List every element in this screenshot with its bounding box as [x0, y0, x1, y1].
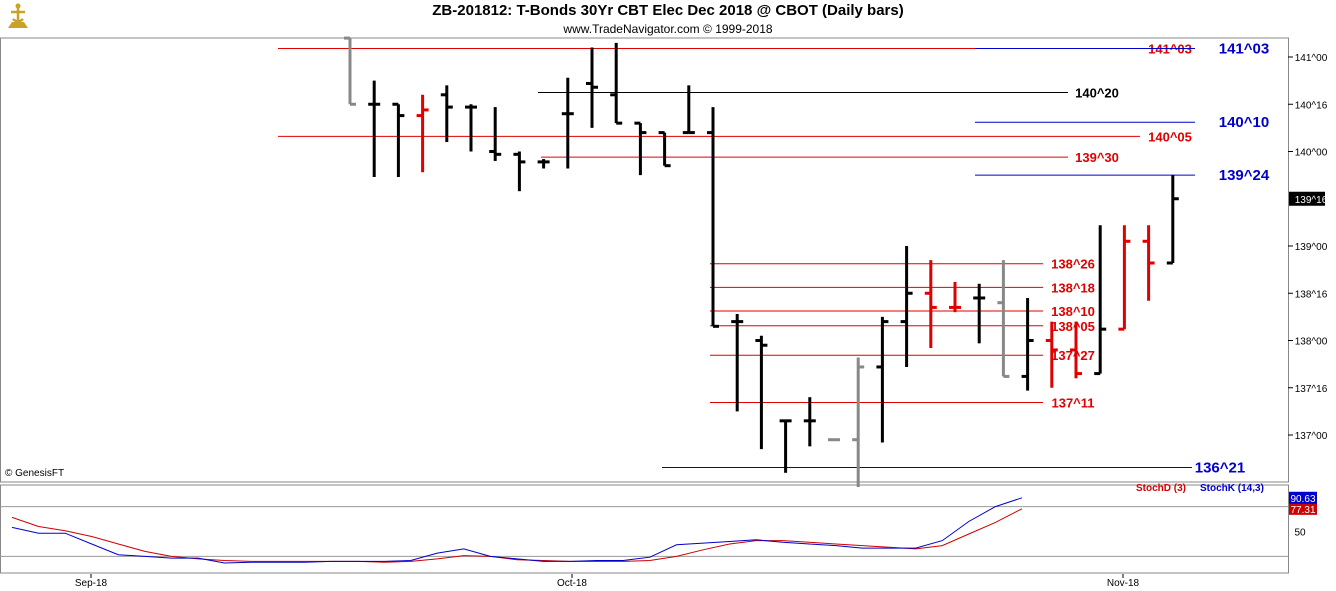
- level-label: 140^10: [1219, 114, 1269, 131]
- level-label: 140^20: [1075, 85, 1119, 100]
- y-tick-label: 138^16: [1295, 289, 1328, 300]
- level-label: 137^11: [1051, 395, 1094, 410]
- ohlc-bar: [973, 283, 986, 344]
- ohlc-bar: [537, 159, 550, 169]
- y-tick-label: 139^00: [1295, 242, 1328, 253]
- ohlc-bar: [755, 335, 768, 450]
- ohlc-bar: [610, 42, 623, 125]
- price-panel: [0, 37, 1289, 483]
- y-tick-label: 138^00: [1295, 337, 1328, 348]
- level-label: 140^05: [1148, 129, 1192, 144]
- ohlc-bar: [440, 85, 453, 143]
- level-label: 136^21: [1195, 460, 1245, 477]
- stoch-d-line: [11, 508, 1023, 563]
- y-tick-label: 137^00: [1295, 431, 1328, 442]
- level-label: 138^10: [1051, 304, 1095, 319]
- ohlc-bar: [513, 151, 526, 192]
- ohlc-bar: [682, 85, 695, 135]
- ohlc-bar: [1070, 321, 1082, 379]
- x-tick-label: Sep-18: [75, 578, 108, 589]
- level-label: 138^26: [1051, 257, 1095, 272]
- level-label: 138^05: [1051, 319, 1095, 334]
- ohlc-bar: [416, 94, 429, 173]
- ohlc-bar: [852, 357, 865, 487]
- ohlc-bar: [707, 107, 719, 328]
- ohlc-bar: [779, 419, 792, 473]
- ohlc-bar: [489, 107, 502, 161]
- x-tick-label: Oct-18: [557, 578, 587, 589]
- ohlc-bar: [1094, 225, 1107, 376]
- y-tick-label: 141^00: [1295, 53, 1328, 64]
- ohlc-bar: [924, 260, 937, 349]
- stoch-value-label: 90.63: [1290, 494, 1315, 505]
- ohlc-bar: [561, 77, 574, 169]
- data-source-label: © GenesisFT: [5, 468, 65, 479]
- last-price-box: [1289, 191, 1325, 206]
- last-price-label: 139^16: [1295, 195, 1328, 206]
- y-tick-label: 140^00: [1295, 148, 1328, 159]
- level-label: 139^24: [1219, 167, 1270, 184]
- ohlc-bar: [997, 260, 1010, 378]
- stoch-value-label: 77.31: [1290, 505, 1315, 516]
- level-label: 137^27: [1051, 348, 1095, 363]
- level-label: 139^30: [1075, 150, 1119, 165]
- ohlc-bar: [392, 102, 405, 178]
- y-tick-label: 140^16: [1295, 100, 1328, 111]
- stoch-value-box: [1289, 502, 1317, 515]
- stoch-value-box: [1289, 491, 1317, 504]
- level-label: 138^18: [1051, 280, 1095, 295]
- ohlc-bar: [465, 104, 477, 152]
- ohlc-bar: [803, 397, 816, 447]
- ohlc-bar: [1142, 225, 1155, 301]
- stoch-k-legend: StochK (14,3): [1200, 483, 1264, 494]
- ohlc-bar: [1045, 321, 1058, 388]
- chart-title: ZB-201812: T-Bonds 30Yr CBT Elec Dec 201…: [432, 2, 904, 19]
- stoch-d-legend: StochD (3): [1136, 483, 1186, 494]
- ohlc-bar: [731, 314, 744, 412]
- ohlc-bar: [344, 36, 356, 106]
- stoch-k-line: [11, 497, 1023, 564]
- ohlc-bar: [900, 246, 913, 367]
- stoch-tick-label: 50: [1294, 528, 1306, 539]
- ohlc-bar: [1166, 175, 1179, 265]
- y-tick-label: 137^16: [1295, 384, 1328, 395]
- ohlc-bar: [1118, 225, 1131, 331]
- tradenavigator-logo: [3, 2, 33, 32]
- stoch-panel: [0, 484, 1289, 574]
- ohlc-bar: [876, 316, 889, 443]
- ohlc-bar: [586, 47, 598, 128]
- chart-subtitle: www.TradeNavigator.com © 1999-2018: [563, 22, 773, 36]
- ohlc-bar: [949, 281, 961, 313]
- x-tick-label: Nov-18: [1107, 578, 1140, 589]
- ohlc-bar: [368, 80, 381, 178]
- level-label: 141^03: [1219, 40, 1269, 57]
- ohlc-bar: [634, 121, 647, 176]
- ohlc-bar: [1021, 297, 1034, 391]
- ohlc-bar: [658, 131, 671, 168]
